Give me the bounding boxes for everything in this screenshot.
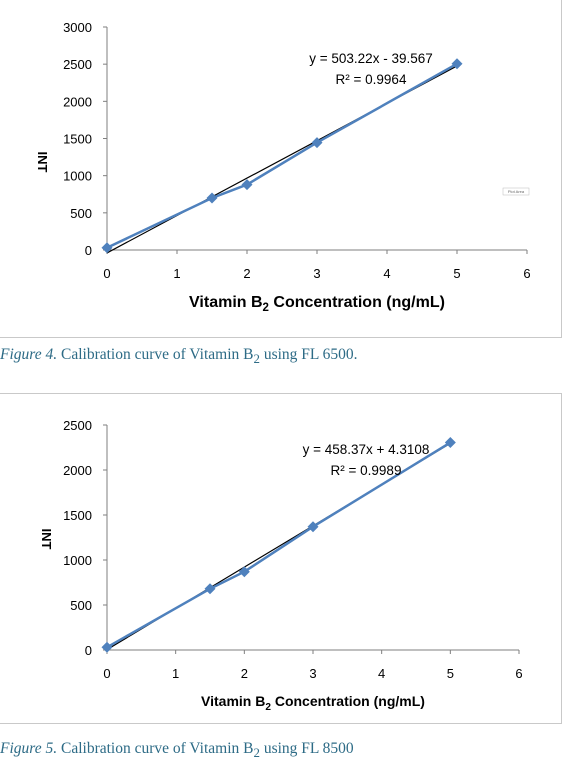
figure-5-rest: using FL 8500: [259, 740, 354, 757]
y-tick-label: 0: [85, 643, 92, 658]
x-axis-label-prefix: Vitamin B: [201, 693, 265, 709]
series-line: [106, 62, 458, 249]
data-point: [206, 192, 218, 204]
figure-5-label: Figure 5.: [0, 740, 58, 757]
x-axis-label-suffix: Concentration (ng/mL): [271, 693, 425, 709]
calibration-chart-fl6500: 0 500 1000 1500 2000 2500 3000 0 1 2 3 4 5 6 Vitamin B…: [35, 20, 531, 314]
plot-area-tooltip: Plot Area: [508, 189, 525, 194]
y-tick-label: 1500: [63, 508, 92, 523]
figure-5-caption: Figure 5. Calibration curve of Vitamin B…: [0, 740, 354, 761]
x-tick-label: 1: [173, 266, 180, 281]
figure-5-subscript: 2: [253, 745, 260, 761]
y-tick-label: 3000: [63, 20, 92, 35]
y-tick-label: 2500: [63, 418, 92, 433]
x-axis-label-subscript: 2: [263, 302, 269, 314]
data-point: [101, 641, 113, 653]
data-point: [451, 58, 463, 70]
data-point: [307, 521, 319, 533]
x-tick-label: 3: [313, 266, 320, 281]
trendline-equation: y = 458.37x + 4.3108: [303, 442, 430, 457]
plot-area-tooltip-box: [502, 187, 530, 196]
y-tick-label: 2500: [63, 57, 92, 72]
y-tick-label: 2000: [63, 463, 92, 478]
trendline-equation: y = 503.22x - 39.567: [309, 51, 432, 66]
x-tick-label: 3: [309, 666, 316, 681]
x-tick-label: 2: [243, 266, 250, 281]
x-tick-label: 0: [103, 266, 110, 281]
chart-panel-fl6500: 0 500 1000 1500 2000 2500 3000 0 1 2 3 4 5 6 Vitamin B…: [0, 0, 562, 338]
figure-4-subscript: 2: [253, 351, 260, 367]
x-tick-label: 0: [103, 666, 110, 681]
x-tick-label: 6: [515, 666, 522, 681]
x-axis-label: Vitamin B2 Concentration (ng/mL): [189, 294, 445, 314]
figure-5-text: Calibration curve of Vitamin B: [57, 740, 254, 757]
y-tick-label: 2000: [63, 94, 92, 109]
x-axis-label: Vitamin B2 Concentration (ng/mL): [201, 693, 425, 713]
y-tick-label: 0: [85, 243, 92, 258]
data-point: [311, 137, 323, 149]
x-tick-label: 6: [523, 266, 530, 281]
x-tick-label: 5: [453, 266, 460, 281]
data-point: [241, 179, 253, 191]
x-tick-label: 2: [241, 666, 248, 681]
chart-panel-fl8500: 0 500 1000 1500 2000 2500 0 1 2 3 4 5 6 Vitamin B2 Co…: [0, 393, 562, 724]
x-axis-label-prefix: Vitamin B: [189, 294, 263, 311]
x-axis-label-suffix: Concentration (ng/mL): [269, 294, 445, 311]
data-point: [444, 437, 456, 449]
chart-1-plot: 0 500 1000 1500 2000 2500 3000 0 1 2 3 4 5 6 Vitamin B…: [35, 20, 531, 314]
r-squared-label: R² = 0.9989: [331, 463, 402, 478]
figure-4-text: Calibration curve of Vitamin B: [57, 346, 254, 363]
x-tick-label: 5: [447, 666, 454, 681]
y-axis-label: INT: [35, 152, 50, 173]
figure-4-caption: Figure 4. Calibration curve of Vitamin B…: [0, 346, 358, 367]
x-tick-label: 4: [378, 666, 385, 681]
x-tick-label: 4: [383, 266, 390, 281]
y-tick-label: 500: [70, 206, 92, 221]
y-tick-label: 1500: [63, 132, 92, 147]
y-axis-label: INT: [39, 529, 54, 550]
figure-4-label: Figure 4.: [0, 346, 58, 363]
y-tick-label: 1000: [63, 169, 92, 184]
x-axis-label-subscript: 2: [265, 702, 271, 713]
data-point: [238, 566, 250, 578]
data-point: [101, 242, 113, 254]
y-tick-label: 1000: [63, 553, 92, 568]
x-tick-label: 1: [172, 666, 179, 681]
r-squared-label: R² = 0.9964: [336, 72, 407, 87]
y-tick-label: 500: [70, 598, 92, 613]
data-point: [204, 583, 216, 595]
figure-4-rest: using FL 6500.: [259, 346, 358, 363]
